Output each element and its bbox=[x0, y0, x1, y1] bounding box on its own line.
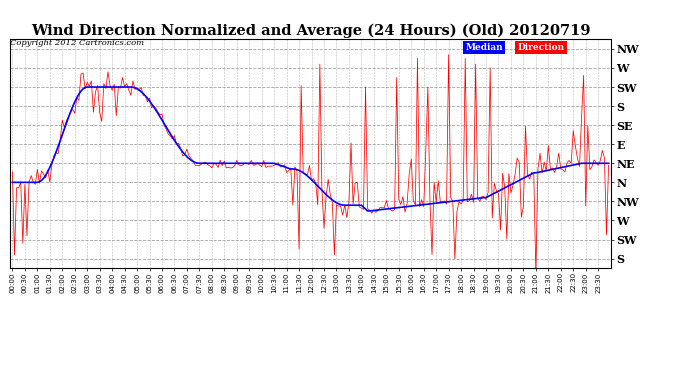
Text: Copyright 2012 Cartronics.com: Copyright 2012 Cartronics.com bbox=[10, 39, 144, 47]
Text: Direction: Direction bbox=[518, 43, 564, 52]
Text: Median: Median bbox=[465, 43, 503, 52]
Title: Wind Direction Normalized and Average (24 Hours) (Old) 20120719: Wind Direction Normalized and Average (2… bbox=[31, 24, 590, 38]
